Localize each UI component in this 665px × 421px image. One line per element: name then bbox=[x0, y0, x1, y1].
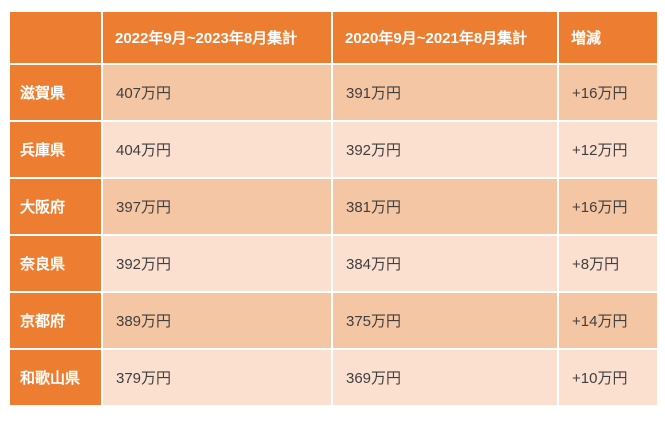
row-header-prefecture: 大阪府 bbox=[8, 177, 103, 236]
cell-diff: +16万円 bbox=[557, 177, 659, 236]
cell-current: 379万円 bbox=[101, 348, 333, 407]
cell-previous: 375万円 bbox=[331, 291, 559, 350]
table-row-wakayama: 和歌山県 379万円 369万円 +10万円 bbox=[8, 348, 659, 407]
header-period-previous: 2020年9月~2021年8月集計 bbox=[331, 10, 559, 65]
cell-current: 389万円 bbox=[101, 291, 333, 350]
table-row-shiga: 滋賀県 407万円 391万円 +16万円 bbox=[8, 63, 659, 122]
row-header-prefecture: 和歌山県 bbox=[8, 348, 103, 407]
header-period-current: 2022年9月~2023年8月集計 bbox=[101, 10, 333, 65]
cell-diff: +12万円 bbox=[557, 120, 659, 179]
row-header-prefecture: 京都府 bbox=[8, 291, 103, 350]
cell-diff: +8万円 bbox=[557, 234, 659, 293]
cell-current: 407万円 bbox=[101, 63, 333, 122]
header-diff: 増減 bbox=[557, 10, 659, 65]
cell-current: 404万円 bbox=[101, 120, 333, 179]
row-header-prefecture: 奈良県 bbox=[8, 234, 103, 293]
header-corner-cell bbox=[8, 10, 103, 65]
cell-diff: +10万円 bbox=[557, 348, 659, 407]
salary-comparison-table: 2022年9月~2023年8月集計 2020年9月~2021年8月集計 増減 滋… bbox=[8, 10, 659, 407]
cell-diff: +14万円 bbox=[557, 291, 659, 350]
cell-current: 397万円 bbox=[101, 177, 333, 236]
cell-previous: 369万円 bbox=[331, 348, 559, 407]
table-row-hyogo: 兵庫県 404万円 392万円 +12万円 bbox=[8, 120, 659, 179]
cell-diff: +16万円 bbox=[557, 63, 659, 122]
row-header-prefecture: 兵庫県 bbox=[8, 120, 103, 179]
cell-previous: 392万円 bbox=[331, 120, 559, 179]
cell-previous: 391万円 bbox=[331, 63, 559, 122]
table-row-nara: 奈良県 392万円 384万円 +8万円 bbox=[8, 234, 659, 293]
cell-current: 392万円 bbox=[101, 234, 333, 293]
header-row: 2022年9月~2023年8月集計 2020年9月~2021年8月集計 増減 bbox=[8, 10, 659, 65]
cell-previous: 384万円 bbox=[331, 234, 559, 293]
cell-previous: 381万円 bbox=[331, 177, 559, 236]
table-row-kyoto: 京都府 389万円 375万円 +14万円 bbox=[8, 291, 659, 350]
table-row-osaka: 大阪府 397万円 381万円 +16万円 bbox=[8, 177, 659, 236]
row-header-prefecture: 滋賀県 bbox=[8, 63, 103, 122]
